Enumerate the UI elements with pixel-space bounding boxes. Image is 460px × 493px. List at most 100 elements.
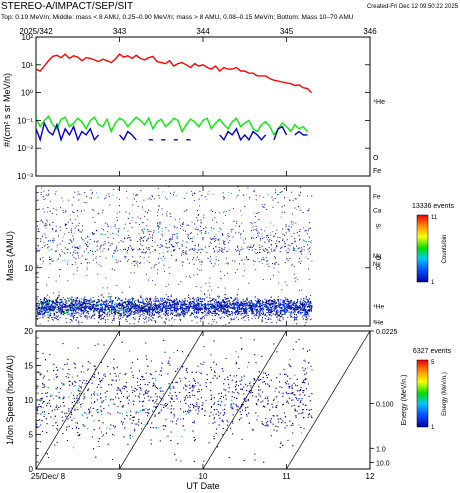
- mass-event: [207, 308, 209, 310]
- mass-event: [202, 239, 204, 241]
- mass-event: [296, 300, 299, 302]
- mass-event: [265, 248, 267, 250]
- mass-event: [49, 263, 51, 265]
- mass-event: [197, 316, 199, 318]
- mass-event: [94, 241, 95, 242]
- mass-event: [37, 231, 39, 232]
- mass-event: [148, 311, 150, 313]
- mass-event: [249, 307, 252, 310]
- mass-event: [271, 321, 273, 323]
- mass-event: [308, 229, 309, 231]
- mass-event: [55, 299, 57, 301]
- mass-event: [143, 252, 145, 254]
- mass-event: [128, 301, 130, 303]
- mass-event: [214, 304, 217, 306]
- mass-event: [266, 312, 268, 314]
- mass-event: [204, 317, 205, 319]
- mass-event: [184, 298, 186, 300]
- mass-event: [92, 300, 94, 302]
- mass-event: [290, 315, 292, 317]
- mass-event: [174, 309, 176, 311]
- mass-event: [138, 248, 140, 250]
- mass-event: [91, 250, 93, 252]
- mass-event: [282, 233, 284, 235]
- mass-event: [171, 255, 173, 257]
- mass-event: [234, 260, 236, 262]
- mass-event: [274, 308, 276, 310]
- mass-event: [184, 314, 186, 316]
- mass-event: [186, 307, 188, 309]
- mass-event: [64, 306, 67, 308]
- mass-event: [48, 317, 50, 319]
- mass-event: [144, 211, 146, 213]
- mass-event: [45, 309, 47, 311]
- mass-event: [218, 264, 220, 266]
- mass-event: [155, 296, 157, 298]
- mass-event: [235, 308, 237, 310]
- mass-event: [294, 240, 296, 242]
- mass-event: [199, 230, 201, 232]
- mass-event: [52, 316, 54, 318]
- mass-event: [157, 215, 159, 217]
- mass-event: [112, 302, 114, 304]
- mass-event: [237, 309, 239, 311]
- mass-event: [284, 312, 286, 314]
- mass-event: [295, 309, 297, 311]
- mass-event: [118, 228, 120, 230]
- mass-event: [193, 303, 196, 305]
- mass-event: [93, 318, 95, 320]
- mass-event: [243, 194, 245, 196]
- mass-event: [49, 310, 51, 312]
- mass-event: [86, 244, 88, 245]
- mass-event: [121, 307, 123, 309]
- mass-event: [36, 305, 38, 307]
- mass-event: [137, 306, 139, 308]
- mass-event: [200, 298, 202, 300]
- mass-event: [67, 221, 69, 223]
- mass-event: [160, 297, 162, 299]
- mass-event: [164, 310, 166, 312]
- mass-event: [145, 316, 147, 318]
- mass-event: [288, 302, 290, 304]
- mass-event: [275, 302, 277, 304]
- mass-event: [80, 309, 82, 311]
- mass-event: [146, 273, 147, 275]
- mass-event: [186, 234, 188, 236]
- mass-event: [206, 314, 208, 316]
- mass-event: [175, 304, 177, 306]
- mass-event: [105, 277, 107, 279]
- mass-event: [82, 304, 84, 306]
- mass-event: [242, 312, 244, 314]
- mass-event: [56, 318, 58, 320]
- mass-event: [134, 313, 135, 315]
- mass-event: [186, 209, 188, 211]
- mass-event: [193, 247, 195, 249]
- mass-event: [242, 275, 244, 277]
- mass-event: [94, 313, 96, 315]
- species-label: Fe: [373, 193, 381, 200]
- mass-event: [69, 214, 71, 216]
- mass-event: [144, 302, 146, 304]
- mass-event: [275, 192, 276, 194]
- mass-event: [307, 318, 309, 320]
- mass-event: [115, 296, 117, 299]
- mass-event: [167, 310, 169, 312]
- mass-event: [266, 235, 268, 237]
- mass-event: [52, 301, 53, 303]
- mass-event: [208, 190, 210, 192]
- mass-event: [270, 278, 271, 280]
- mass-event: [51, 303, 53, 305]
- mass-event: [247, 187, 249, 189]
- mass-event: [78, 313, 80, 315]
- mass-event: [145, 305, 147, 307]
- mass-event: [214, 307, 216, 309]
- mass-event: [236, 316, 238, 318]
- top-ytick-label: 10⁰: [21, 89, 33, 98]
- mass-event: [224, 313, 226, 315]
- mass-event: [148, 256, 150, 258]
- mass-event: [300, 313, 302, 315]
- mass-event: [225, 305, 227, 308]
- mass-event: [213, 301, 215, 303]
- mass-event: [84, 306, 86, 308]
- mass-event: [207, 303, 209, 305]
